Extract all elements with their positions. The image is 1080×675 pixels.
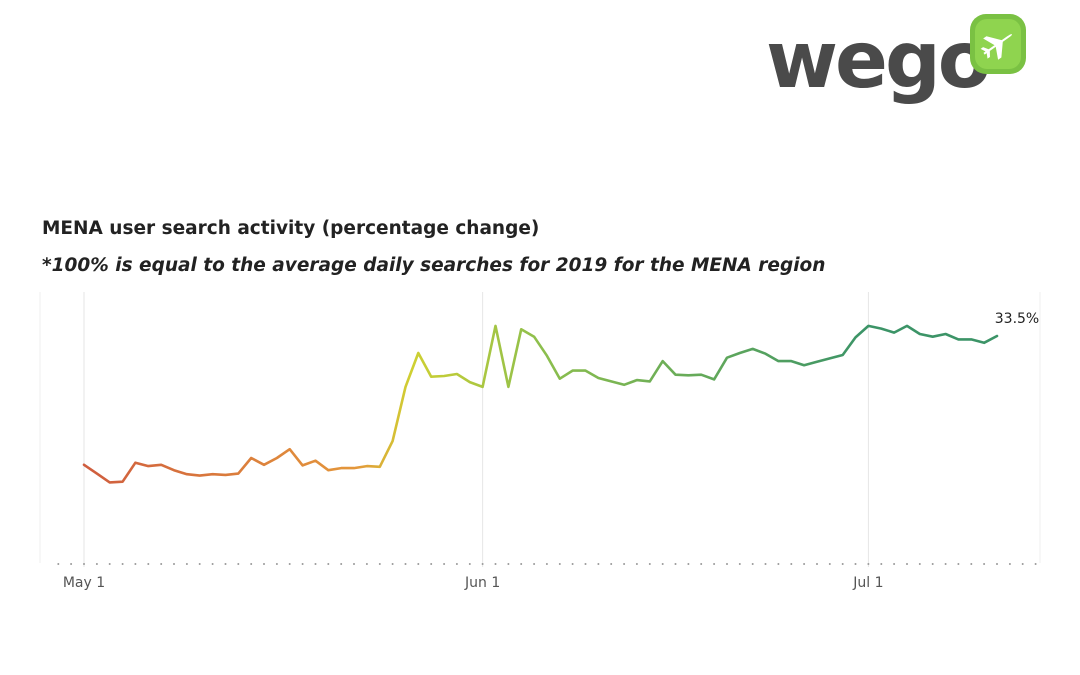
axis-dot: [417, 563, 420, 565]
axis-dot: [713, 563, 716, 565]
axis-dot: [147, 563, 150, 565]
axis-dot: [996, 563, 998, 565]
axis-dot: [430, 563, 433, 565]
axis-dot: [70, 563, 73, 565]
axis-dot: [880, 563, 883, 565]
axis-dot: [970, 563, 973, 565]
axis-dot: [803, 563, 806, 565]
axis-dot: [134, 563, 137, 565]
axis-dot: [661, 563, 664, 565]
axis-dot: [173, 563, 175, 565]
axis-dot: [455, 563, 458, 565]
wego-wordmark: wego: [766, 16, 991, 106]
axis-dot: [944, 563, 947, 565]
axis-dot: [263, 563, 265, 565]
axis-dot: [481, 563, 484, 565]
axis-dot: [108, 563, 111, 565]
axis-dot: [700, 563, 703, 565]
axis-dot: [867, 563, 870, 565]
axis-dot: [443, 563, 446, 565]
axis-dot: [507, 563, 510, 565]
series-line: [82, 324, 999, 484]
axis-dot: [983, 563, 986, 565]
axis-dot: [584, 563, 587, 565]
axis-dot: [687, 563, 690, 565]
axis-dot: [211, 563, 214, 565]
axis-dot: [931, 563, 934, 565]
axis-dot: [906, 563, 908, 565]
axis-dot: [198, 563, 201, 565]
wego-logo: wego: [766, 10, 1032, 122]
axis-dot: [893, 563, 896, 565]
x-tick-label: Jun 1: [464, 575, 500, 591]
axis-dot: [57, 563, 60, 565]
axis-dot: [404, 563, 407, 565]
axis-dot: [828, 563, 831, 565]
axis-dot: [1034, 563, 1037, 565]
axis-dot: [957, 563, 960, 565]
axis-dot: [185, 563, 188, 565]
axis-dot: [95, 563, 98, 565]
axis-dot: [533, 563, 536, 565]
axis-dot: [597, 563, 600, 565]
axis-dot: [918, 563, 921, 565]
axis-dot: [674, 563, 677, 565]
axis-dot: [790, 563, 793, 565]
x-tick-label: May 1: [63, 575, 105, 591]
axis-dot: [520, 563, 523, 565]
axis-dot: [160, 563, 163, 565]
axis-dot: [777, 563, 780, 565]
axis-dot: [648, 563, 651, 565]
axis-dot: [1008, 563, 1011, 565]
axis-dot: [854, 563, 857, 565]
x-tick-label: Jul 1: [852, 575, 883, 591]
axis-dot: [250, 563, 253, 565]
axis-dot: [635, 563, 638, 565]
axis-dot: [288, 563, 291, 565]
axis-dot: [314, 563, 317, 565]
axis-dot: [378, 563, 381, 565]
axis-dot: [545, 563, 548, 565]
axis-dot: [391, 563, 394, 565]
axis-dot: [224, 563, 227, 565]
axis-dot: [121, 563, 124, 565]
axis-dot: [841, 563, 844, 565]
axis-dot: [237, 563, 240, 565]
axis-dot: [301, 563, 304, 565]
axis-dot: [83, 563, 85, 565]
axis-dot: [340, 563, 343, 565]
axis-dot: [816, 563, 818, 565]
axis-dot: [365, 563, 368, 565]
axis-dot: [494, 563, 497, 565]
axis-dot: [610, 563, 613, 565]
chart-title: MENA user search activity (percentage ch…: [42, 218, 540, 239]
axis-dot: [738, 563, 741, 565]
axis-dot: [468, 563, 471, 565]
axis-dot: [726, 563, 728, 565]
chart-subtitle: *100% is equal to the average daily sear…: [42, 255, 826, 276]
airplane-icon: [970, 14, 1026, 74]
axis-dot: [558, 563, 561, 565]
axis-dot: [764, 563, 767, 565]
axis-dot: [1021, 563, 1024, 565]
end-value-label: 33.5%: [995, 311, 1039, 327]
axis-dot: [751, 563, 754, 565]
axis-dot: [327, 563, 330, 565]
axis-dot: [275, 563, 278, 565]
axis-dot: [571, 563, 574, 565]
axis-dot: [353, 563, 355, 565]
axis-dot: [623, 563, 626, 565]
